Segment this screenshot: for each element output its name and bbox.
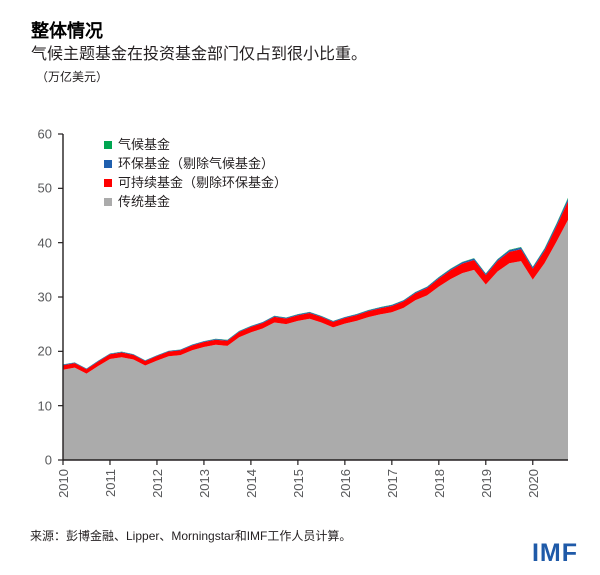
x-axis-tick-label: 2012 xyxy=(149,469,165,498)
x-axis-tick-label: 2015 xyxy=(290,469,306,498)
legend-item[interactable]: 环保基金（剔除气候基金） xyxy=(104,154,364,173)
legend-swatch-icon xyxy=(104,178,112,187)
legend-item[interactable]: 传统基金 xyxy=(104,192,364,211)
area-series xyxy=(63,201,568,374)
legend-item-label: 可持续基金（剔除环保基金） xyxy=(118,175,288,190)
x-axis-labels: 2010 2011 2012 2013 2014 2015 2016 2017 2018 2019… xyxy=(0,465,600,520)
source-note: 来源：彭博金融、Lipper、Morningstar和IMF工作人员计算。 xyxy=(30,529,352,543)
x-axis-tick-label: 2018 xyxy=(431,469,447,498)
y-axis-labels: 0 10 20 30 40 50 60 xyxy=(0,125,60,470)
x-axis-tick-label: 2017 xyxy=(384,469,400,498)
x-axis-tick-label: 2020 xyxy=(525,469,541,498)
page-title: 整体情况 xyxy=(31,21,103,41)
x-axis-tick-label: 2016 xyxy=(337,469,353,498)
legend-item[interactable]: 气候基金 xyxy=(104,135,364,154)
chart-legend: 气候基金环保基金（剔除气候基金） 可持续基金（剔除环保基金） 传统基金 xyxy=(104,135,364,211)
y-axis-tick-label: 10 xyxy=(37,398,52,414)
legend-item-label: 传统基金 xyxy=(118,194,171,209)
x-axis-tick-label: 2019 xyxy=(478,469,494,498)
legend-swatch-icon xyxy=(104,197,112,206)
y-axis-tick-label: 20 xyxy=(37,343,52,359)
y-axis-tick-label: 0 xyxy=(44,452,52,468)
y-axis-tick-label: 50 xyxy=(37,180,52,196)
legend-item-label: 环保基金（剔除气候基金） xyxy=(118,156,275,171)
x-axis-tick-label: 2010 xyxy=(56,469,71,498)
chart-header: 整体情况 气候主题基金在投资基金部门仅占到很小比重。 （万亿美元） xyxy=(31,20,571,85)
legend-item[interactable]: 可持续基金（剔除环保基金） xyxy=(104,173,364,192)
stacked-area-chart xyxy=(58,133,568,465)
area-series xyxy=(63,219,568,460)
legend-swatch-icon xyxy=(104,159,112,168)
plot-area xyxy=(0,125,600,470)
chart-units-label: （万亿美元） xyxy=(36,70,109,84)
imf-logo: IMF xyxy=(531,539,578,567)
x-axis-tick-label: 2013 xyxy=(196,469,212,498)
y-axis-tick-label: 30 xyxy=(37,289,52,305)
legend-item-label: 气候基金 xyxy=(118,137,171,152)
legend-swatch-icon xyxy=(104,140,112,149)
x-axis-tick-label: 2014 xyxy=(243,469,259,498)
y-axis-tick-label: 40 xyxy=(37,235,52,251)
x-axis-tick-label: 2011 xyxy=(102,469,118,497)
chart-subtitle: 气候主题基金在投资基金部门仅占到很小比重。 xyxy=(31,46,368,63)
y-axis-tick-label: 60 xyxy=(37,126,52,142)
